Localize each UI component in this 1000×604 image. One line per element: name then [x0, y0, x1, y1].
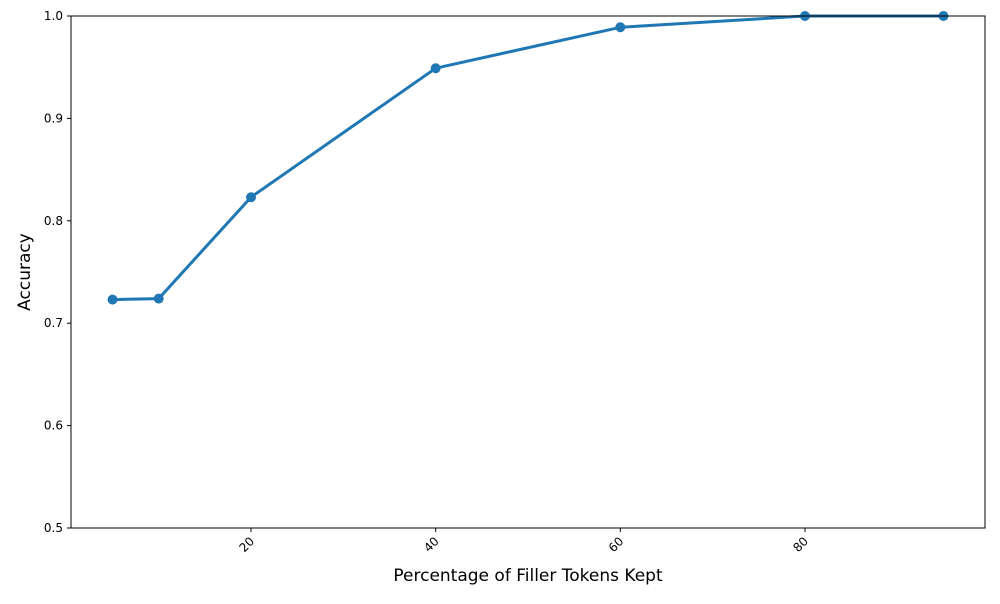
data-point — [615, 22, 626, 33]
x-axis-label: Percentage of Filler Tokens Kept — [393, 566, 663, 586]
ticks-layer: 0.5 0.6 0.7 0.8 0.9 1.0 20 40 60 80 — [44, 9, 811, 555]
y-tick-label: 1.0 — [44, 9, 63, 23]
x-tick-label: 20 — [236, 534, 257, 555]
y-axis-label: Accuracy — [15, 233, 35, 311]
data-point — [107, 294, 118, 305]
data-point — [430, 63, 441, 74]
x-tick-label: 40 — [421, 534, 442, 555]
data-point — [246, 192, 257, 203]
series-layer — [107, 11, 949, 305]
y-tick-label: 0.5 — [44, 521, 63, 535]
y-tick-label: 0.8 — [44, 214, 63, 228]
y-tick-label: 0.6 — [44, 419, 63, 433]
plot-frame — [70, 15, 986, 529]
x-tick-label: 60 — [606, 534, 627, 555]
data-point — [153, 293, 164, 304]
y-tick-label: 0.7 — [44, 316, 63, 330]
series-line — [111, 14, 945, 302]
y-tick-label: 0.9 — [44, 111, 63, 125]
x-tick-label: 80 — [790, 534, 811, 555]
